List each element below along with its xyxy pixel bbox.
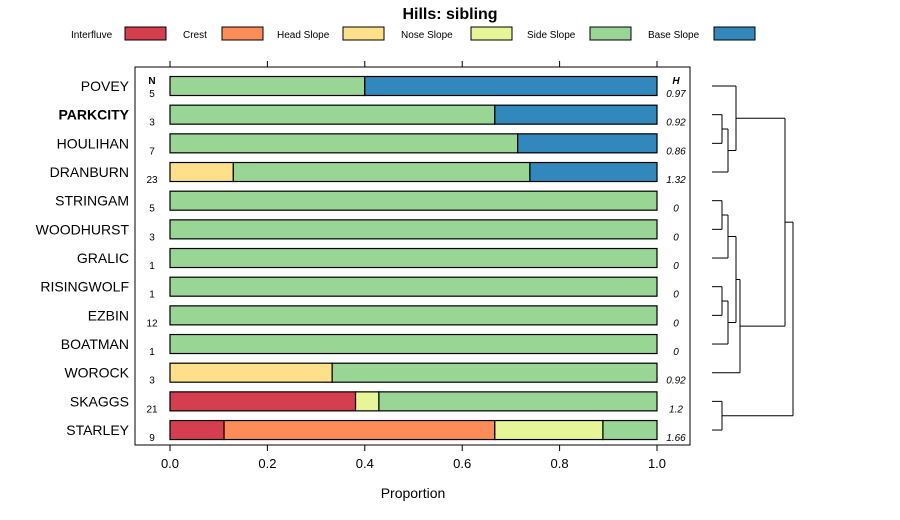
row-label: STARLEY [66, 422, 129, 438]
h-value: 1.66 [666, 433, 686, 444]
bar-segment-side-slope [378, 391, 658, 412]
legend-label-interfluve: Interfluve [71, 30, 113, 41]
x-tick-label: 0.8 [551, 456, 569, 471]
h-value: 0 [673, 347, 679, 358]
bar-segment-side-slope [602, 419, 658, 441]
legend-swatch-base-slope [713, 26, 756, 41]
row-label: DRANBURN [50, 164, 129, 180]
x-tick-label: 0.6 [453, 456, 471, 471]
bar-segment-base-slope [364, 75, 658, 97]
n-value: 21 [146, 404, 158, 415]
h-value: 0.92 [666, 118, 686, 129]
x-tick-label: 0.2 [258, 456, 276, 471]
legend-label-side-slope: Side Slope [527, 30, 576, 41]
h-value: 0.97 [666, 89, 686, 100]
bar-segment-nose-slope [494, 419, 604, 441]
plot-frame [134, 66, 691, 446]
n-value: 23 [146, 175, 158, 186]
dendrogram [712, 85, 794, 431]
h-value: 0 [673, 261, 679, 272]
bar-segment-side-slope [169, 276, 658, 297]
row-label: WOODHURST [36, 221, 130, 237]
x-axis: 0.0 0.2 0.4 0.6 0.8 1.0 [161, 61, 666, 471]
x-axis-label: Proportion [381, 485, 446, 501]
row-label: BOATMAN [61, 336, 129, 352]
row-label: STRINGAM [55, 193, 129, 209]
n-value: 1 [149, 347, 155, 358]
bar-segment-base-slope [517, 133, 658, 154]
row-label: EZBIN [88, 307, 129, 323]
n-value: 3 [149, 232, 155, 243]
row-label: RISINGWOLF [40, 279, 129, 295]
n-value: 12 [146, 318, 158, 329]
bar-segment-side-slope [169, 305, 658, 326]
bar-segment-side-slope [169, 133, 519, 154]
bar-segment-base-slope [529, 161, 658, 183]
bar-segment-base-slope [494, 104, 658, 125]
n-header: N [148, 76, 155, 87]
row-label: POVEY [81, 78, 130, 94]
legend-label-nose-slope: Nose Slope [401, 30, 453, 41]
bar-segment-side-slope [169, 219, 658, 240]
h-value: 0 [673, 204, 679, 215]
legend-swatch-crest [221, 26, 264, 41]
row-label: GRALIC [77, 250, 129, 266]
bar-segment-side-slope [169, 333, 658, 355]
n-value: 5 [149, 204, 155, 215]
n-value: 9 [149, 433, 155, 444]
h-value: 0 [673, 290, 679, 301]
n-value: 1 [149, 290, 155, 301]
h-value: 1.2 [669, 404, 683, 415]
h-value: 0 [673, 232, 679, 243]
legend-label-base-slope: Base Slope [648, 30, 700, 41]
legend: Interfluve Crest Head Slope Nose Slope Side … [71, 26, 756, 41]
h-value: 1.32 [666, 175, 686, 186]
legend-swatch-interfluve [124, 26, 167, 41]
h-value: 0.86 [666, 146, 686, 157]
bar-segment-side-slope [232, 161, 531, 183]
bar-segment-side-slope [169, 247, 658, 269]
legend-swatch-head-slope [342, 26, 385, 41]
bar-segment-side-slope [331, 362, 658, 383]
n-value: 1 [149, 261, 155, 272]
row-label: SKAGGS [70, 393, 129, 409]
chart-title: Hills: sibling [402, 6, 497, 23]
row-label: WOROCK [64, 365, 129, 381]
x-tick-label: 0.4 [356, 456, 374, 471]
n-value: 3 [149, 118, 155, 129]
row-label: HOULIHAN [57, 135, 129, 151]
h-header: H [672, 76, 680, 87]
bar-segment-side-slope [169, 75, 366, 97]
h-value: 0.92 [666, 376, 686, 387]
legend-swatch-nose-slope [470, 26, 513, 41]
bar-segment-nose-slope [354, 391, 380, 412]
n-value: 5 [149, 89, 155, 100]
row-label: PARKCITY [58, 107, 129, 123]
legend-swatch-side-slope [589, 26, 632, 41]
legend-label-head-slope: Head Slope [277, 30, 330, 41]
bar-segment-crest [223, 419, 496, 441]
bar-segment-head-slope [169, 362, 333, 383]
bar-segment-interfluve [169, 419, 225, 441]
bar-segment-head-slope [169, 161, 234, 183]
bar-segment-side-slope [169, 190, 658, 211]
bar-rows: POVEY 5 0.97 PARKCITY 3 0.92 HOULIHAN 7 0.86 DRAN… [36, 75, 686, 444]
x-tick-label: 0.0 [161, 456, 179, 471]
n-value: 3 [149, 376, 155, 387]
x-tick-label: 1.0 [648, 456, 666, 471]
bar-segment-side-slope [169, 104, 496, 125]
legend-label-crest: Crest [183, 30, 207, 41]
bar-segment-interfluve [169, 391, 357, 412]
h-value: 0 [673, 318, 679, 329]
n-value: 7 [149, 146, 155, 157]
